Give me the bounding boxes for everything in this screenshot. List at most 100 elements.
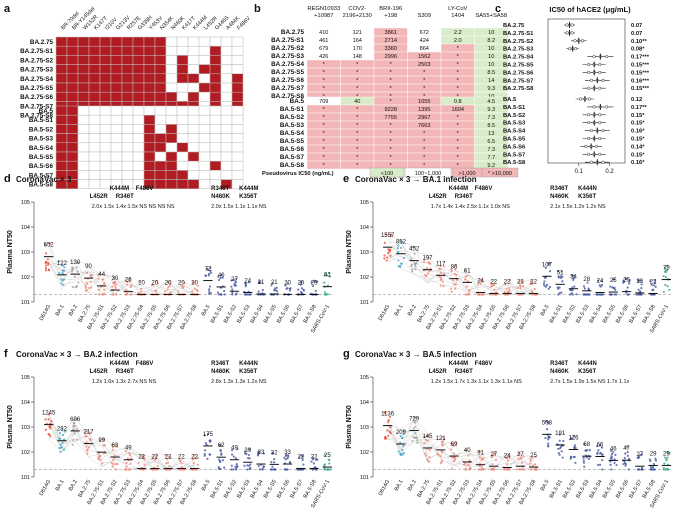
data-point [44, 269, 48, 272]
data-point [77, 281, 80, 284]
mutation-cell [121, 64, 134, 75]
data-point [270, 284, 273, 287]
panel-letter-e: e [343, 173, 349, 185]
data-point [193, 457, 197, 460]
mutation-cell [187, 133, 200, 144]
ic50-value: 2.2 [454, 30, 462, 36]
data-point [547, 442, 550, 445]
legend-label: Pseudovirus IC50 (ng/mL) [262, 171, 334, 177]
data-point [73, 432, 76, 435]
data-point [453, 459, 456, 462]
data-point [75, 438, 79, 441]
data-point [544, 285, 548, 288]
data-point [49, 427, 52, 430]
mutation-cell [143, 151, 156, 162]
mutation-cell [198, 142, 211, 153]
data-point [248, 448, 251, 451]
data-point [588, 449, 591, 452]
data-point [76, 261, 80, 264]
row-label-g2: BA.5-S6 [29, 163, 54, 170]
row-label-g2: BA.5-S6 [280, 146, 305, 153]
data-point [60, 446, 63, 449]
data-point [44, 243, 47, 247]
data-point [492, 468, 495, 471]
data-point [72, 424, 75, 427]
data-point [450, 441, 453, 445]
data-point [468, 467, 471, 470]
data-point [635, 293, 638, 296]
data-point [284, 468, 287, 471]
value-label: 696 [70, 417, 81, 423]
legend-swatch [369, 167, 405, 178]
value-label: 652 [44, 243, 55, 249]
data-point [610, 468, 613, 471]
data-point [231, 293, 234, 296]
mutation-cell [220, 64, 233, 75]
data-point [232, 278, 235, 281]
mutation-cell [77, 179, 90, 190]
mutation-cell [110, 64, 123, 75]
data-point [248, 467, 251, 470]
mutation-cell [88, 91, 101, 102]
mutation-cell [187, 114, 200, 125]
replicate-dot [598, 121, 602, 125]
mutation-cell [121, 142, 134, 153]
row-label-g2: BA.5-S2 [29, 126, 54, 133]
value-label: 33 [258, 450, 265, 456]
replicate-dot [587, 121, 591, 125]
x-tick-label: 0.2 [605, 169, 614, 175]
legend-swatch [404, 167, 452, 178]
mutation-cell [66, 151, 79, 162]
column-header: REGN10933 [307, 6, 340, 12]
data-point [636, 278, 639, 282]
mutation-cell [220, 105, 233, 116]
data-point [152, 283, 155, 286]
mutation-cell [165, 179, 178, 190]
y-tick-label: 101 [360, 475, 369, 481]
row-label-g1: BA.2.75 [30, 39, 54, 46]
value-label: 217 [83, 430, 94, 436]
mutation-cell [110, 170, 123, 180]
y-axis-label: Plasma NT50 [7, 405, 14, 449]
data-point [572, 274, 576, 277]
data-point [246, 468, 249, 471]
data-point [323, 468, 326, 471]
data-point [411, 268, 414, 271]
panel-g-scatter: CoronaVac × 3 → BA.5 infection Plasma NT5… [346, 350, 673, 509]
ic50-value: * [356, 131, 359, 137]
data-point [467, 293, 471, 296]
value-label: 34 [570, 275, 577, 281]
data-point [601, 458, 604, 462]
data-point [668, 452, 671, 455]
mutation-cell [132, 82, 145, 93]
data-point [302, 463, 305, 466]
value-label: 29 [663, 451, 670, 457]
ic50-value: * [390, 147, 393, 153]
data-point [151, 457, 154, 460]
data-point [556, 287, 560, 290]
mutation-cell [143, 114, 156, 125]
data-point [425, 274, 428, 278]
value-label: 27 [490, 452, 497, 458]
mutation-annotation: K444N [578, 186, 597, 192]
data-point [640, 468, 644, 471]
data-point [206, 457, 209, 460]
mutation-cell [198, 179, 211, 190]
ic50-value: 10 [488, 30, 494, 36]
data-point [649, 466, 653, 469]
data-point [598, 444, 602, 447]
mutation-cell [231, 179, 244, 190]
data-point [89, 439, 92, 442]
data-point [323, 281, 326, 284]
ic50-value: * [457, 46, 460, 52]
data-point [234, 281, 237, 284]
data-point [286, 468, 289, 471]
panel-e-scatter: CoronaVac × 3 → BA.1 infection Plasma NT5… [346, 175, 673, 334]
data-point [388, 250, 391, 253]
mutation-cell [99, 55, 112, 65]
ic50-value: 170 [353, 46, 362, 52]
data-point [389, 426, 392, 429]
data-point [97, 277, 100, 280]
mutation-cell [165, 105, 178, 116]
value-label: 729 [409, 416, 420, 422]
